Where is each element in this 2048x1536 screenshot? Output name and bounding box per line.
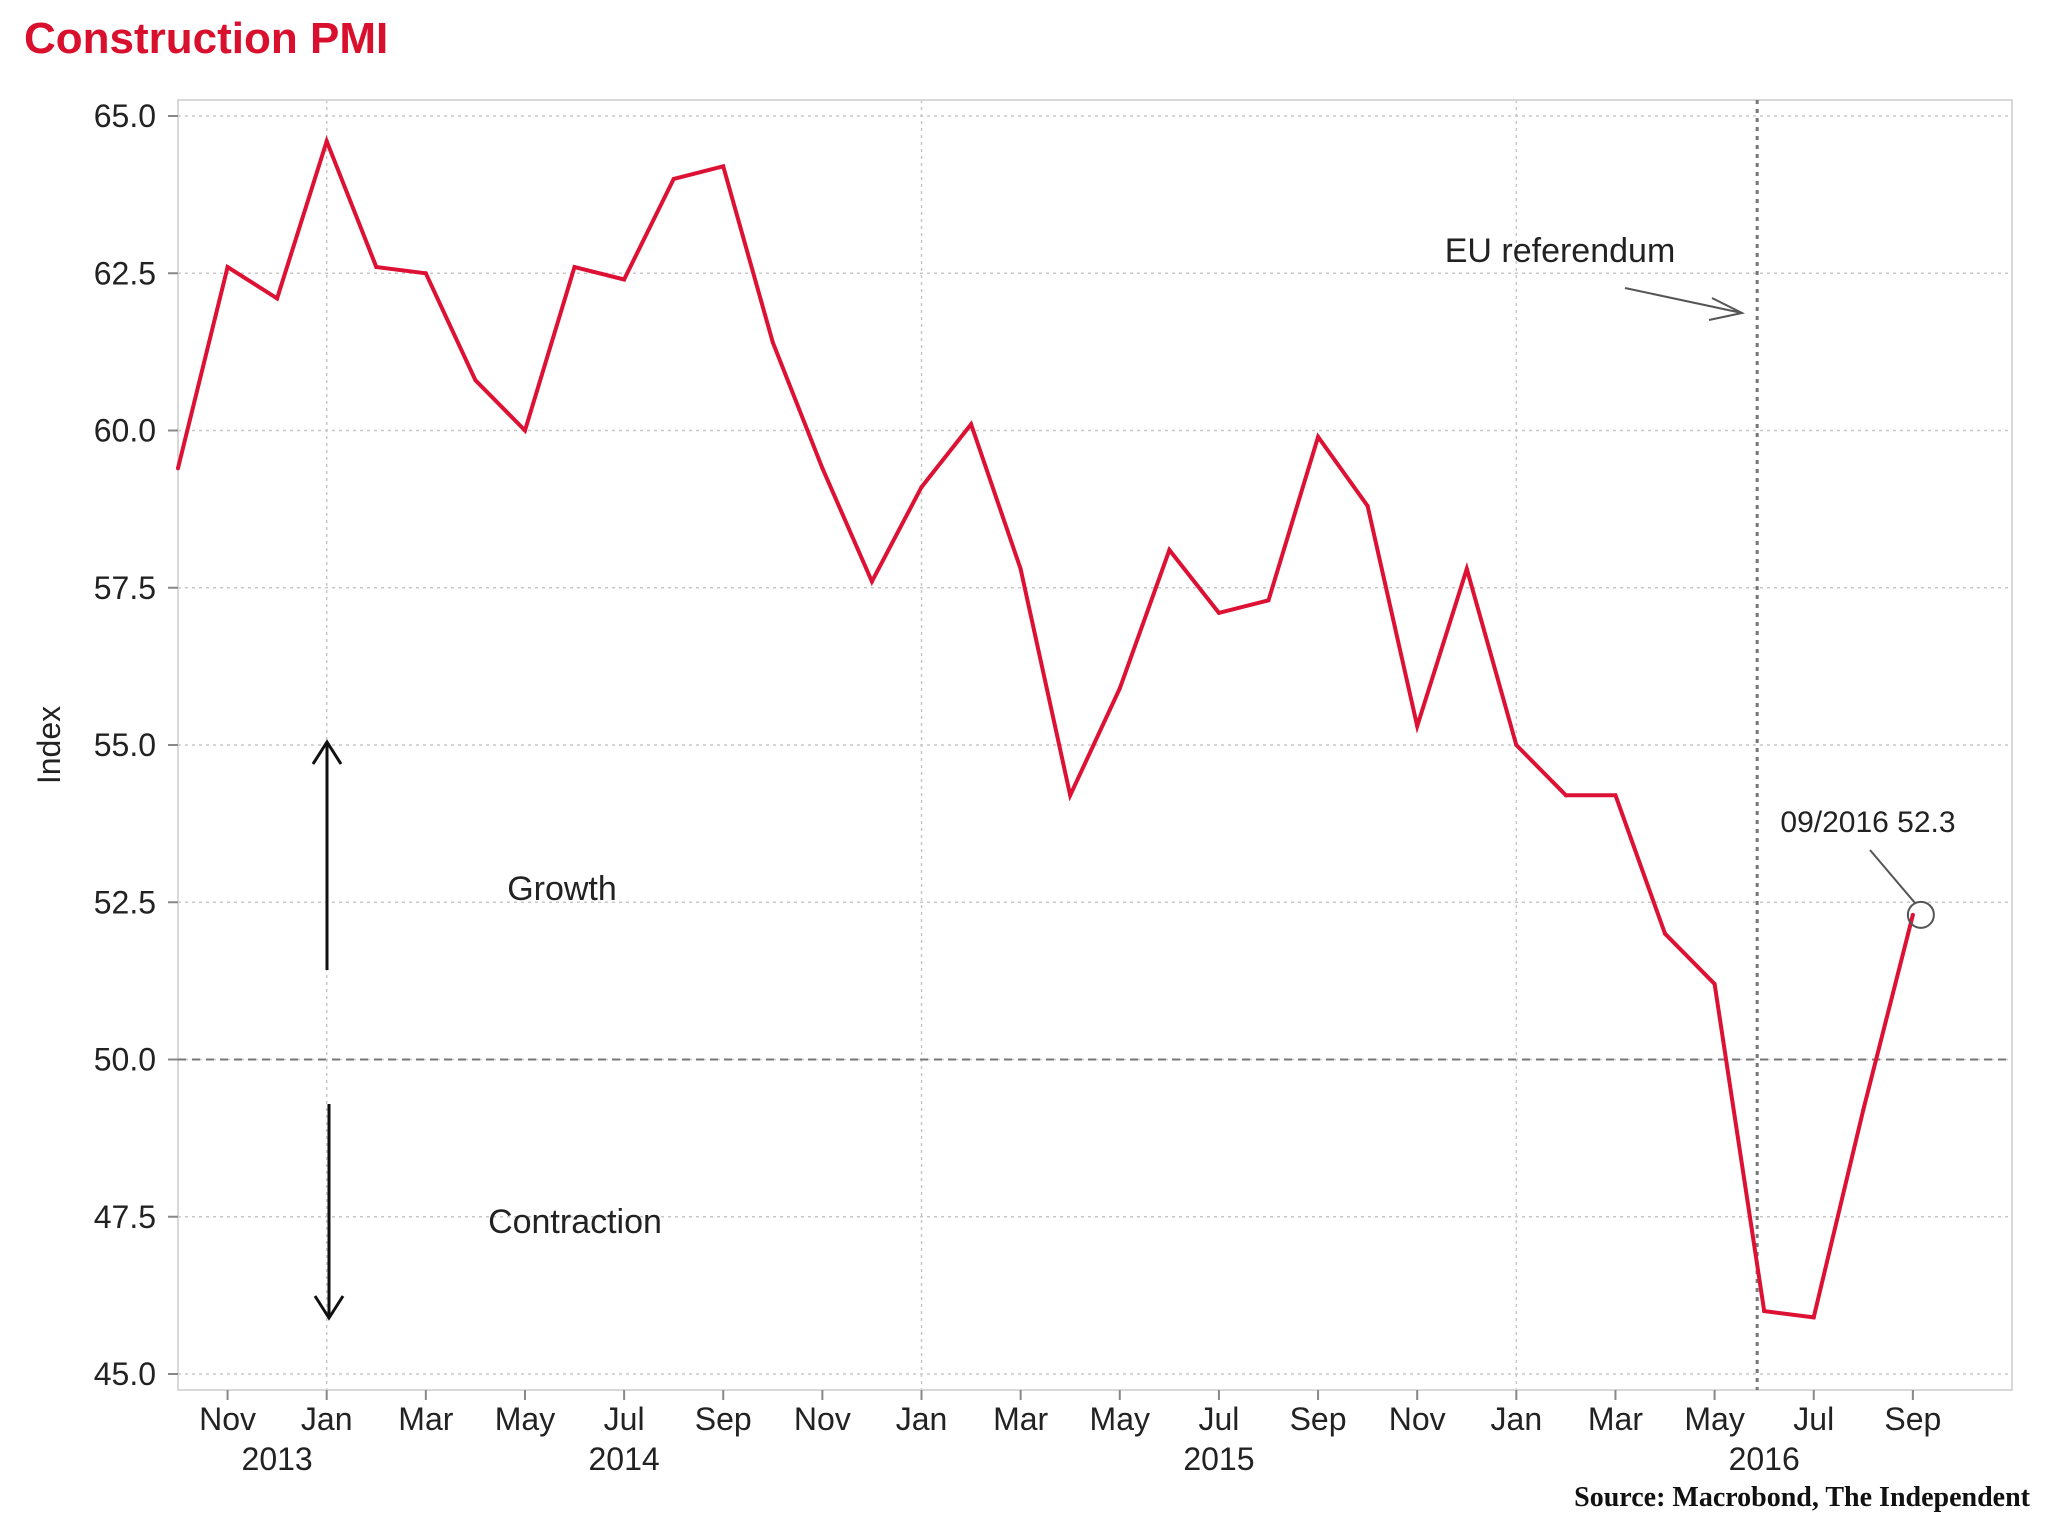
x-tick-label: Mar [398,1401,453,1437]
data-point [1464,566,1469,571]
x-tick-label: May [1090,1401,1150,1437]
x-tick-label: Sep [1290,1401,1347,1437]
series-line [176,135,1915,1320]
year-label: 2014 [589,1441,660,1477]
data-point [1613,793,1618,798]
annotations: EU referendum Growth Contraction 09/2016… [311,232,1956,1321]
data-point [1514,743,1519,747]
y-tick-label: 57.5 [94,570,156,606]
last-point-marker [1906,900,1935,929]
growth-arrowhead [311,739,343,765]
data-point [423,271,428,276]
referendum-arrowhead [1708,297,1746,321]
x-tick-label: Nov [794,1401,851,1437]
referendum-label: EU referendum [1445,232,1676,270]
x-tick-label: May [1684,1401,1744,1437]
source-note: Source: Macrobond, The Independent [1574,1482,2030,1513]
data-point [721,164,726,169]
year-label: 2015 [1183,1441,1254,1477]
chart-title: Construction PMI [24,14,389,63]
data-point [1068,793,1073,798]
data-point [1316,434,1321,439]
data-point [275,296,280,301]
data-point [176,466,180,471]
contraction-label: Contraction [488,1203,662,1241]
y-axis: 45.0 47.5 50.0 52.5 55.0 57.5 60.0 62.5 65.0 [94,98,178,1392]
y-tick-label: 65.0 [94,98,156,134]
x-tick-label: Nov [199,1401,256,1437]
x-tick-label: Jul [604,1401,645,1437]
data-point [671,176,676,181]
data-point [1117,686,1122,691]
data-point [572,264,577,269]
growth-label: Growth [507,870,617,908]
data-point [969,422,974,427]
reference-lines [178,100,2012,1390]
series-layer [176,135,1915,1320]
data-point [1266,598,1271,603]
data-point [1712,982,1717,987]
year-label: 2013 [242,1441,313,1477]
data-point [225,264,230,269]
x-tick-label: Sep [1884,1401,1941,1437]
x-tick-label: Mar [993,1401,1048,1437]
data-point [919,485,924,490]
x-tick-label: Sep [695,1401,752,1437]
data-point [869,579,874,584]
data-point [374,264,379,269]
y-tick-label: 47.5 [94,1199,156,1235]
contraction-arrowhead [313,1295,345,1321]
last-point-label: 09/2016 52.3 [1780,806,1955,839]
data-point [1861,1107,1866,1112]
data-point [1663,931,1668,936]
x-tick-label: May [495,1401,555,1437]
x-tick-label: Mar [1588,1401,1643,1437]
y-tick-label: 60.0 [94,413,156,449]
y-tick-label: 52.5 [94,884,156,920]
y-tick-label: 45.0 [94,1356,156,1392]
data-point [1910,912,1915,917]
data-point [770,340,775,345]
y-tick-label: 50.0 [94,1042,156,1078]
data-point [324,139,329,144]
x-axis: Nov Jan Mar May Jul Sep Nov Jan Mar May Jul Sep Nov J… [199,1390,1941,1477]
x-tick-label: Jan [301,1401,353,1437]
data-point [1018,566,1023,571]
x-tick-label: Nov [1389,1401,1446,1437]
data-point [473,378,478,383]
data-point [1762,1309,1767,1314]
x-tick-label: Jan [896,1401,948,1437]
data-point [1563,793,1568,798]
data-point [1167,548,1172,553]
x-tick-label: Jul [1198,1401,1239,1437]
x-tick-label: Jul [1793,1401,1834,1437]
data-point [622,277,627,282]
data-point [522,428,527,433]
x-tick-label: Jan [1491,1401,1543,1437]
y-tick-label: 55.0 [94,727,156,763]
data-point [1365,503,1370,508]
y-axis-label: Index [31,706,67,784]
y-tick-label: 62.5 [94,255,156,291]
data-point [1216,610,1221,615]
data-point [1811,1315,1816,1320]
year-label: 2016 [1729,1441,1800,1477]
data-point [1415,724,1420,729]
referendum-arrow [1624,287,1743,314]
data-point [820,466,825,471]
last-point-leader [1869,849,1916,904]
